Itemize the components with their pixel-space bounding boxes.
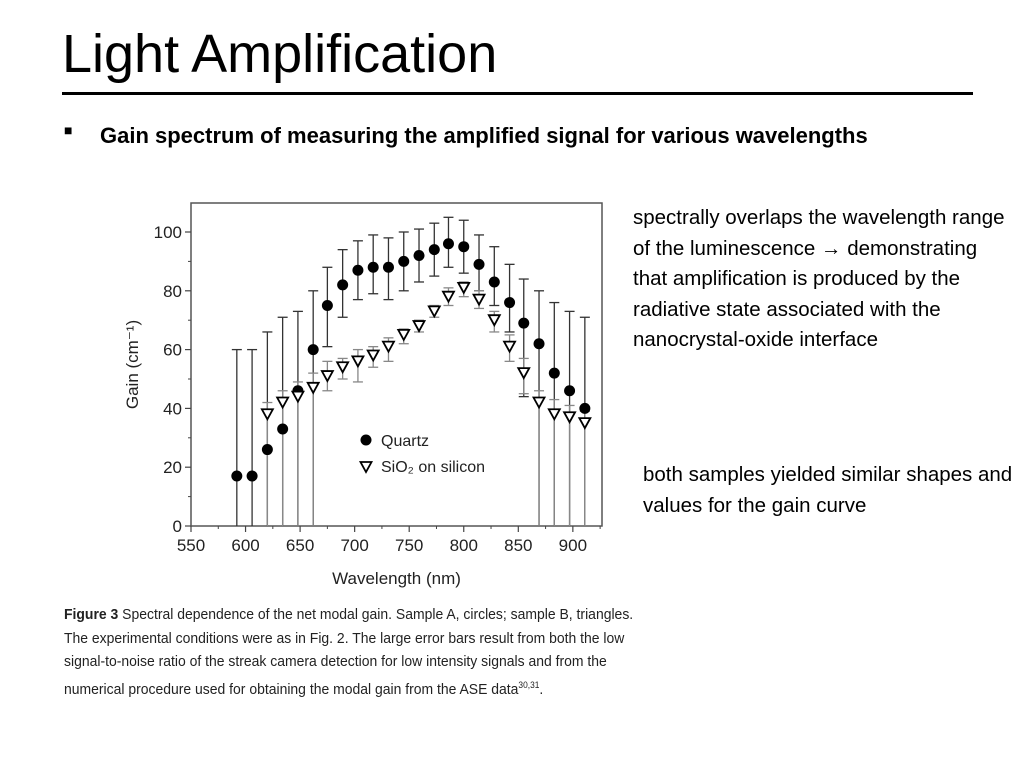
data-point-sio2	[547, 408, 562, 422]
data-point-quartz	[352, 264, 364, 276]
data-point-quartz	[548, 367, 560, 379]
data-point-sio2	[260, 408, 275, 422]
data-point-quartz	[246, 470, 258, 482]
x-tick-label: 650	[286, 536, 314, 555]
caption-label: Figure 3	[64, 606, 119, 623]
x-tick-label: 850	[504, 536, 532, 555]
data-point-sio2	[577, 417, 592, 430]
data-point-sio2	[502, 340, 517, 354]
data-point-sio2	[290, 390, 305, 404]
data-point-sio2	[441, 290, 456, 304]
gain-spectrum-chart: 0 20 40 60 80 100 550 600 650 700 750 800 850 900 Wave…	[123, 202, 603, 588]
data-point-quartz	[533, 338, 545, 350]
title-divider	[62, 92, 973, 95]
data-point-quartz	[231, 470, 243, 482]
y-tick-label: 60	[163, 341, 182, 360]
legend-sio2-marker	[358, 461, 374, 474]
plot-frame	[190, 202, 603, 527]
x-axis-label: Wavelength (nm)	[332, 569, 461, 588]
annotation-similar: both samples yielded similar shapes and …	[643, 463, 1013, 517]
data-point-sio2	[487, 314, 502, 328]
x-tick-label: 800	[450, 536, 478, 555]
legend-sio2-label: SiO₂ on silicon	[381, 459, 485, 476]
data-point-sio2	[350, 355, 365, 369]
data-point-quartz	[518, 317, 530, 329]
annotation-overlap: spectrally overlaps the wavelength range…	[633, 206, 1005, 351]
x-tick-label: 900	[559, 536, 587, 555]
slide-title: Light Amplification	[62, 24, 498, 84]
x-tick-label: 600	[231, 536, 259, 555]
data-point-quartz	[473, 258, 485, 270]
data-point-sio2	[456, 281, 471, 295]
y-tick-label: 20	[163, 458, 182, 477]
data-point-sio2	[306, 381, 321, 395]
y-tick-label: 80	[163, 282, 182, 301]
data-point-quartz	[382, 261, 394, 273]
data-point-quartz	[428, 244, 440, 256]
data-point-sio2	[320, 370, 335, 383]
legend-quartz-label: Quartz	[381, 433, 429, 450]
caption-text: Spectral dependence of the net modal gai…	[64, 606, 634, 698]
data-point-quartz	[277, 423, 289, 435]
legend-quartz-marker	[360, 434, 372, 446]
data-point-quartz	[321, 300, 333, 311]
data-point-sio2	[562, 411, 577, 425]
y-axis-label: Gain (cm⁻¹)	[123, 320, 142, 409]
data-point-quartz	[307, 344, 319, 356]
data-point-quartz	[261, 444, 273, 456]
data-point-quartz	[579, 402, 591, 414]
bullet-text: Gain spectrum of measuring the amplified…	[100, 123, 868, 148]
data-point-sio2	[366, 349, 381, 363]
caption-refs: 30,31	[518, 679, 540, 690]
data-point-quartz	[398, 255, 410, 267]
data-point-quartz	[413, 250, 425, 262]
data-point-quartz	[442, 238, 454, 250]
data-point-sio2	[532, 396, 547, 410]
x-tick-label: 550	[177, 536, 205, 555]
data-point-sio2	[516, 367, 531, 380]
x-tick-label: 750	[395, 536, 423, 555]
data-point-quartz	[504, 297, 516, 309]
y-tick-label: 40	[163, 399, 182, 418]
data-point-quartz	[337, 279, 349, 291]
data-point-sio2	[335, 361, 350, 375]
data-point-quartz	[488, 276, 500, 288]
caption-end: .	[539, 680, 544, 698]
data-point-sio2	[381, 340, 396, 354]
y-tick-label: 100	[154, 223, 182, 242]
data-point-quartz	[458, 241, 470, 253]
bullet-square-icon: ■	[64, 122, 73, 138]
data-point-sio2	[427, 305, 442, 319]
data-point-sio2	[472, 293, 487, 307]
data-point-sio2	[411, 320, 427, 333]
x-tick-label: 700	[340, 536, 368, 555]
data-point-quartz	[564, 385, 576, 397]
data-point-quartz	[367, 261, 379, 273]
data-point-sio2	[275, 396, 290, 410]
data-point-sio2	[396, 328, 411, 342]
y-tick-label: 0	[173, 517, 182, 536]
figure-caption: Figure 3 Spectral dependence of the net …	[64, 603, 641, 701]
